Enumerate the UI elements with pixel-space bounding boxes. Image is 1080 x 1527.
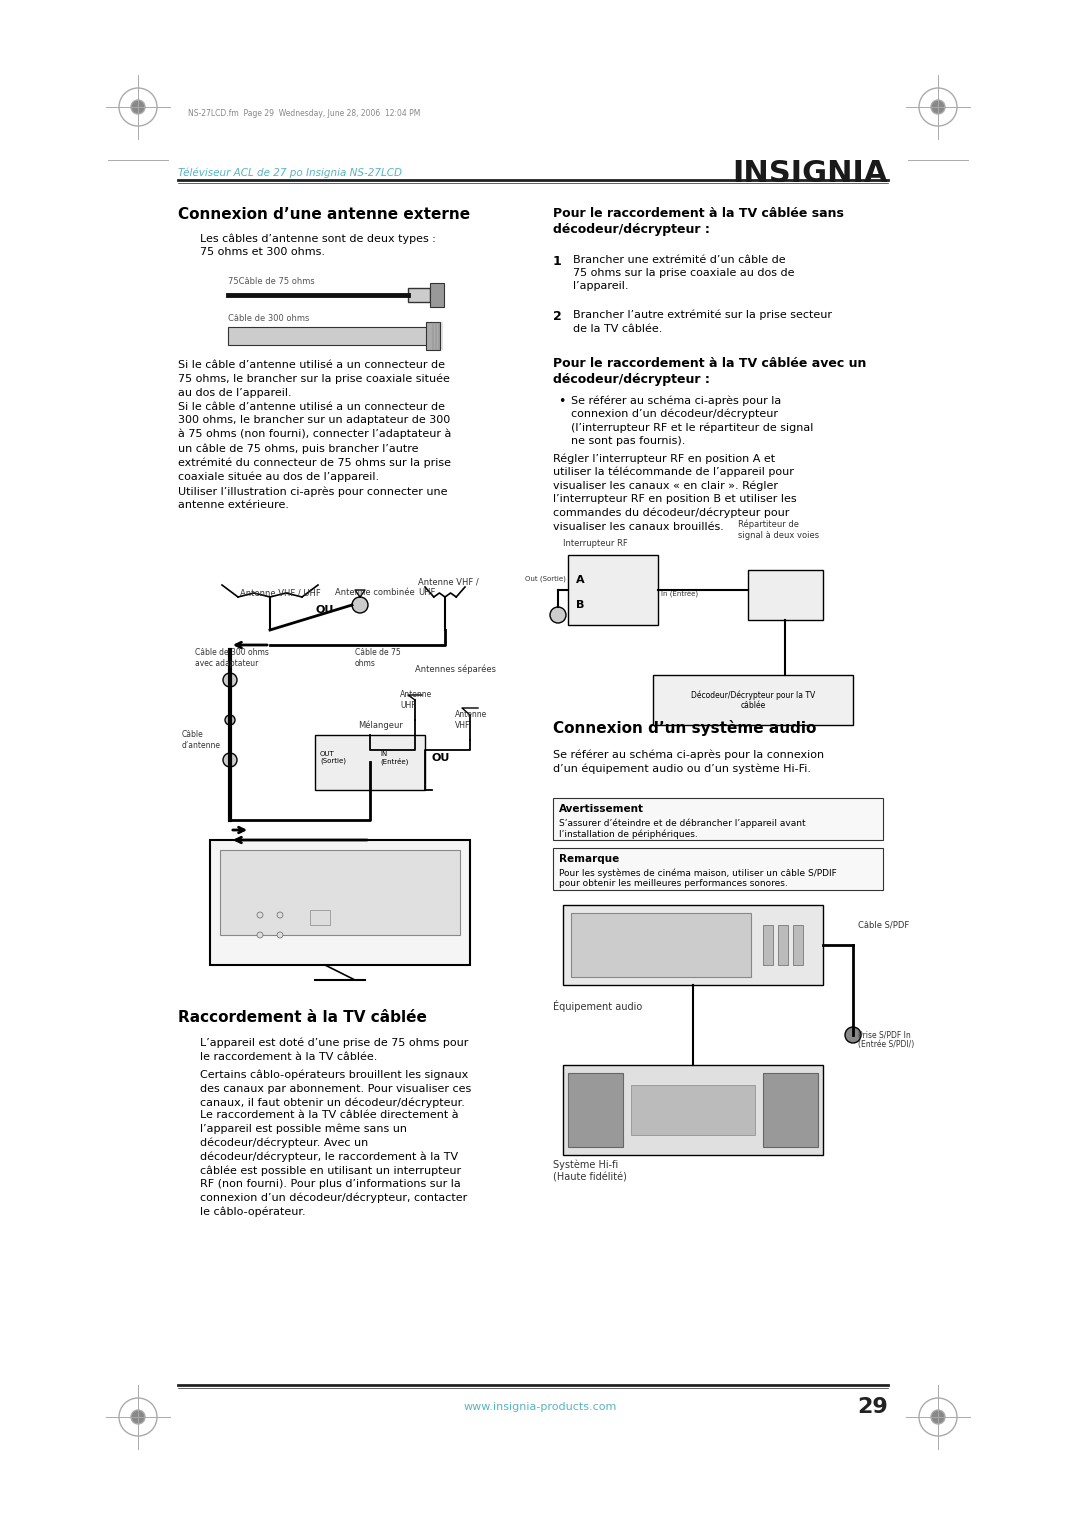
- Text: Antenne VHF / UHF: Antenne VHF / UHF: [240, 588, 321, 597]
- Text: Connexion d’une antenne externe: Connexion d’une antenne externe: [178, 208, 470, 221]
- Text: Décodeur/Décrypteur pour la TV
câblée: Décodeur/Décrypteur pour la TV câblée: [691, 690, 815, 710]
- Bar: [778, 925, 788, 965]
- Bar: [228, 327, 428, 345]
- Text: A: A: [576, 576, 584, 585]
- Circle shape: [845, 1028, 861, 1043]
- Text: Câble
d’antenne: Câble d’antenne: [183, 730, 221, 750]
- Bar: [762, 1073, 818, 1147]
- Text: Antenne combinée: Antenne combinée: [335, 588, 415, 597]
- Bar: [762, 925, 773, 965]
- Text: NS-27LCD.fm  Page 29  Wednesday, June 28, 2006  12:04 PM: NS-27LCD.fm Page 29 Wednesday, June 28, …: [188, 110, 420, 119]
- Text: Se référer au schéma ci-après pour la connexion
d’un équipement audio ou d’un sy: Se référer au schéma ci-après pour la co…: [553, 750, 824, 774]
- Text: Pour le raccordement à la TV câblée sans
décodeur/décrypteur :: Pour le raccordement à la TV câblée sans…: [553, 208, 843, 237]
- Text: Répartiteur de
signal à deux voies: Répartiteur de signal à deux voies: [738, 519, 819, 541]
- Text: Équipement audio: Équipement audio: [553, 1000, 643, 1012]
- Text: B: B: [576, 600, 584, 609]
- Circle shape: [919, 89, 957, 127]
- Text: Se référer au schéma ci-après pour la
connexion d’un décodeur/décrypteur
(l’inte: Se référer au schéma ci-après pour la co…: [571, 395, 813, 446]
- Text: Brancher une extrémité d’un câble de
75 ohms sur la prise coaxiale au dos de
l’a: Brancher une extrémité d’un câble de 75 …: [573, 255, 795, 292]
- Text: 1: 1: [553, 255, 562, 269]
- Circle shape: [222, 753, 237, 767]
- Text: Antenne VHF /
UHF: Antenne VHF / UHF: [418, 577, 478, 597]
- Text: •: •: [558, 395, 565, 408]
- Text: OUT
(Sortie): OUT (Sortie): [320, 751, 346, 765]
- Bar: [748, 570, 823, 620]
- Bar: [563, 906, 823, 985]
- Bar: [210, 840, 470, 965]
- Text: Câble de 300 ohms: Câble de 300 ohms: [228, 315, 309, 324]
- Circle shape: [276, 931, 283, 938]
- Circle shape: [131, 1409, 145, 1425]
- Bar: [430, 282, 444, 307]
- Bar: [315, 734, 426, 789]
- Bar: [793, 925, 804, 965]
- Circle shape: [257, 931, 264, 938]
- Text: S’assurer d’éteindre et de débrancher l’appareil avant
l’installation de périphé: S’assurer d’éteindre et de débrancher l’…: [559, 818, 806, 838]
- Text: INSIGNIA: INSIGNIA: [732, 159, 888, 188]
- Text: Antenne
UHF: Antenne UHF: [400, 690, 432, 710]
- Circle shape: [222, 673, 237, 687]
- Text: Câble de 300 ohms
avec adaptateur: Câble de 300 ohms avec adaptateur: [195, 647, 269, 669]
- Circle shape: [131, 99, 145, 115]
- Circle shape: [352, 597, 368, 612]
- Text: Remarque: Remarque: [559, 854, 619, 864]
- Circle shape: [931, 99, 945, 115]
- Circle shape: [119, 1399, 157, 1435]
- Text: Si le câble d’antenne utilisé a un connecteur de
75 ohms, le brancher sur la pri: Si le câble d’antenne utilisé a un conne…: [178, 360, 451, 510]
- Text: Antennes séparées: Antennes séparées: [415, 664, 496, 675]
- Circle shape: [931, 1409, 945, 1425]
- Circle shape: [276, 912, 283, 918]
- Text: Prise S/PDF In
(Entrée S/PDI/): Prise S/PDF In (Entrée S/PDI/): [858, 1031, 915, 1049]
- Bar: [220, 851, 460, 935]
- Bar: [568, 1073, 623, 1147]
- Text: OU: OU: [432, 753, 450, 764]
- Bar: [631, 1086, 755, 1135]
- Text: Le raccordement à la TV câblée directement à
l’appareil est possible même sans u: Le raccordement à la TV câblée directeme…: [200, 1110, 468, 1217]
- Bar: [426, 322, 440, 350]
- Bar: [571, 913, 751, 977]
- Circle shape: [550, 608, 566, 623]
- Text: Raccordement à la TV câblée: Raccordement à la TV câblée: [178, 1009, 427, 1025]
- Text: Interrupteur RF: Interrupteur RF: [563, 539, 627, 548]
- Circle shape: [257, 912, 264, 918]
- Bar: [553, 847, 883, 890]
- Bar: [568, 554, 658, 625]
- Text: Les câbles d’antenne sont de deux types :
75 ohms et 300 ohms.: Les câbles d’antenne sont de deux types …: [200, 234, 436, 257]
- Text: 29: 29: [858, 1397, 888, 1417]
- Text: Câble de 75
ohms: Câble de 75 ohms: [355, 647, 401, 669]
- Text: Mélangeur: Mélangeur: [357, 721, 403, 730]
- Text: Brancher l’autre extrémité sur la prise secteur
de la TV câblée.: Brancher l’autre extrémité sur la prise …: [573, 310, 832, 334]
- Text: Régler l’interrupteur RF en position A et
utiliser la télécommande de l’appareil: Régler l’interrupteur RF en position A e…: [553, 454, 797, 531]
- Text: Pour le raccordement à la TV câblée avec un
décodeur/décrypteur :: Pour le raccordement à la TV câblée avec…: [553, 357, 866, 386]
- Text: Certains câblo-opérateurs brouillent les signaux
des canaux par abonnement. Pour: Certains câblo-opérateurs brouillent les…: [200, 1070, 471, 1107]
- Text: Téléviseur ACL de 27 po Insignia NS-27LCD: Téléviseur ACL de 27 po Insignia NS-27LC…: [178, 168, 402, 179]
- Text: 2: 2: [553, 310, 562, 324]
- Text: 75Câble de 75 ohms: 75Câble de 75 ohms: [228, 276, 314, 286]
- Text: Antenne
VHF: Antenne VHF: [455, 710, 487, 730]
- Bar: [653, 675, 853, 725]
- Text: Out (Sortie): Out (Sortie): [525, 576, 566, 582]
- Text: IN
(Entrée): IN (Entrée): [380, 751, 408, 765]
- Text: Câble S/PDF: Câble S/PDF: [858, 921, 909, 930]
- Bar: [563, 1064, 823, 1154]
- Text: Système Hi-fi
(Haute fidélité): Système Hi-fi (Haute fidélité): [553, 1161, 626, 1183]
- Circle shape: [225, 715, 235, 725]
- Text: Avertissement: Avertissement: [559, 805, 644, 814]
- Text: Connexion d’un système audio: Connexion d’un système audio: [553, 721, 816, 736]
- Bar: [553, 799, 883, 840]
- Text: L’appareil est doté d’une prise de 75 ohms pour
le raccordement à la TV câblée.: L’appareil est doté d’une prise de 75 oh…: [200, 1038, 469, 1061]
- Text: OU: OU: [315, 605, 334, 615]
- Circle shape: [119, 89, 157, 127]
- Bar: [310, 910, 330, 925]
- Text: Pour les systèmes de cinéma maison, utiliser un câble S/PDIF
pour obtenir les me: Pour les systèmes de cinéma maison, util…: [559, 867, 837, 889]
- Text: In (Entrée): In (Entrée): [661, 589, 698, 597]
- Bar: [408, 289, 430, 302]
- Text: www.insignia-products.com: www.insignia-products.com: [463, 1402, 617, 1412]
- Circle shape: [919, 1399, 957, 1435]
